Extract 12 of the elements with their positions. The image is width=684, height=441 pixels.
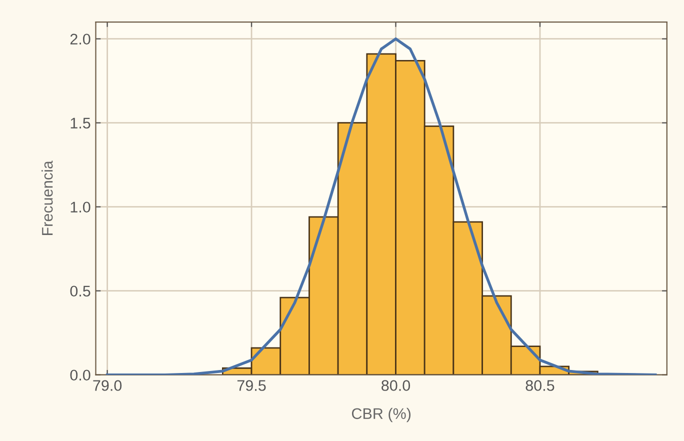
y-axis-title: Frecuencia [42,160,53,235]
x-tick-label: 79.5 [237,380,266,391]
x-tick-label: 80.5 [526,380,554,391]
x-tick-label: 80.0 [382,380,410,391]
line-series [106,37,657,375]
y-tick-label: 1.0 [70,202,90,213]
y-tick-label: 1.5 [70,118,90,129]
x-axis-title: CBR (%) [352,408,411,422]
y-tick-label: 0.0 [70,370,90,381]
x-tick-label: 79.0 [93,380,122,391]
y-tick-label: 0.5 [70,286,90,297]
y-tick-label: 2.0 [70,34,90,45]
